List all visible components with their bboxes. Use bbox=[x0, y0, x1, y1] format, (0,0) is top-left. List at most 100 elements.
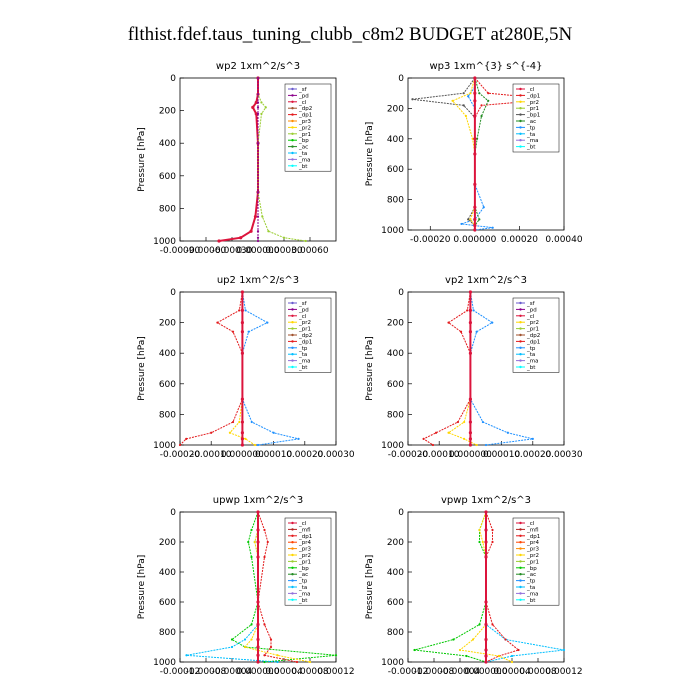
data-point-pd bbox=[256, 215, 260, 218]
data-point-tp bbox=[531, 437, 534, 440]
legend-label: _pr4 bbox=[298, 540, 312, 546]
data-point-dp1 bbox=[487, 92, 490, 95]
data-point-pd bbox=[256, 191, 260, 194]
legend-label: _ac bbox=[526, 119, 536, 125]
y-tick-label: 800 bbox=[159, 410, 176, 420]
legend-label: _bt bbox=[526, 365, 536, 371]
data-point-dp1 bbox=[491, 623, 494, 626]
legend-marker bbox=[519, 301, 522, 305]
data-point-cl bbox=[484, 600, 488, 604]
data-point-cl bbox=[473, 152, 477, 156]
x-tick-label: 0.000000 bbox=[237, 667, 280, 677]
data-point-cl bbox=[484, 540, 488, 544]
legend-marker bbox=[291, 560, 294, 563]
legend-marker bbox=[291, 87, 294, 91]
data-point-bp1 bbox=[467, 218, 470, 221]
legend: _sf_pd_cl_dp2_dp1_pr3_pr2_pr1_bp_ac_ta_m… bbox=[284, 83, 332, 172]
data-point-cl bbox=[468, 321, 472, 325]
legend-marker bbox=[519, 359, 522, 362]
data-point-dp1 bbox=[266, 540, 269, 544]
chart-panel-1: wp2 1xm^2/s^3 Pressure [hPa] 0 200 400 600 800… bbox=[137, 61, 337, 256]
series-line-cl bbox=[218, 78, 259, 242]
data-point-cl bbox=[251, 105, 255, 109]
x-tick-label: -0.00012 bbox=[388, 667, 428, 677]
data-point-pd bbox=[256, 239, 260, 243]
y-axis-label: Pressure [hPa] bbox=[137, 127, 147, 192]
data-point-pr1 bbox=[260, 112, 263, 115]
legend-label: _ta bbox=[298, 585, 307, 591]
x-tick-label: 0.00020 bbox=[286, 450, 323, 460]
data-point-dp1 bbox=[231, 420, 235, 424]
legend-label: _ma bbox=[298, 157, 310, 163]
legend-marker bbox=[291, 547, 294, 550]
data-point-tp bbox=[297, 437, 300, 440]
legend-marker bbox=[291, 346, 294, 349]
legend-label: _bp1 bbox=[526, 113, 540, 119]
data-point-pr2 bbox=[451, 99, 454, 102]
y-tick-label: 600 bbox=[387, 598, 404, 608]
data-point-cl bbox=[256, 540, 260, 544]
data-point-pr2 bbox=[447, 431, 450, 434]
y-axis-label: Pressure [hPa] bbox=[365, 336, 375, 401]
data-point-cl bbox=[468, 443, 472, 447]
data-point-cl bbox=[256, 645, 260, 649]
data-point-cl bbox=[256, 622, 260, 627]
legend-marker bbox=[291, 534, 294, 537]
legend-marker bbox=[519, 132, 522, 135]
x-tick-label: 0.00012 bbox=[545, 667, 582, 677]
legend-marker bbox=[291, 566, 294, 569]
data-point-dp1 bbox=[238, 309, 241, 312]
y-tick-label: 600 bbox=[387, 165, 404, 175]
y-tick-label: 1000 bbox=[381, 658, 404, 668]
legend-marker bbox=[291, 598, 294, 601]
legend-label: _ma bbox=[298, 591, 310, 597]
legend-marker bbox=[291, 359, 294, 362]
data-point-cl bbox=[484, 528, 488, 532]
legend-label: _pr1 bbox=[526, 106, 539, 112]
legend-label: _pd bbox=[526, 307, 537, 313]
data-point-cl bbox=[484, 622, 488, 627]
legend-marker bbox=[519, 126, 522, 129]
series-line-bp1 bbox=[412, 77, 476, 230]
series-line-bp bbox=[231, 511, 337, 663]
data-point-ta bbox=[276, 660, 279, 664]
chart-panel-5: upwp 1xm^2/s^3 Pressure [hPa] 0 200 400 600 80… bbox=[137, 495, 355, 677]
legend-label: _bt bbox=[298, 164, 308, 170]
data-point-tp bbox=[244, 309, 247, 312]
x-tick-label: 0.00010 bbox=[255, 450, 292, 460]
data-point-dp1 bbox=[231, 330, 235, 333]
legend-label: _pr1 bbox=[526, 559, 539, 565]
data-point-pr1 bbox=[282, 236, 286, 239]
data-point-tp bbox=[256, 443, 260, 447]
data-point-cl bbox=[240, 397, 244, 401]
y-tick-label: 800 bbox=[387, 196, 404, 206]
legend-label: _ma bbox=[298, 359, 310, 365]
data-point-cl bbox=[240, 321, 244, 325]
legend-label: _ma bbox=[526, 359, 538, 365]
legend-label: _dp1 bbox=[298, 339, 312, 345]
x-tick-label: -0.00008 bbox=[186, 667, 227, 677]
legend-label: _pr2 bbox=[526, 100, 539, 106]
legend-label: _bt bbox=[526, 598, 536, 604]
legend-marker bbox=[519, 585, 522, 589]
legend-label: _pr1 bbox=[298, 559, 311, 565]
data-point-pr2 bbox=[228, 431, 232, 434]
data-point-bp bbox=[413, 648, 416, 652]
legend-label: _ta bbox=[298, 151, 307, 157]
x-tick-label: -0.00008 bbox=[414, 667, 455, 677]
y-tick-label: 200 bbox=[387, 538, 404, 548]
data-point-cl bbox=[484, 660, 488, 664]
data-point-cl bbox=[473, 76, 477, 80]
series-line-pr2 bbox=[451, 77, 476, 230]
x-tick-label: 0.00030 bbox=[317, 450, 354, 460]
panel-title: up2 1xm^2/s^3 bbox=[217, 275, 299, 286]
data-point-dp1 bbox=[459, 330, 463, 333]
data-point-ta bbox=[562, 648, 566, 652]
y-tick-label: 400 bbox=[159, 139, 176, 149]
legend-label: _dp1 bbox=[526, 93, 540, 99]
data-point-dp1 bbox=[491, 528, 494, 532]
legend-label: _ma bbox=[526, 591, 538, 597]
x-tick-label: -0.00060 bbox=[186, 246, 227, 256]
y-axis-label: Pressure [hPa] bbox=[137, 555, 147, 620]
legend-marker bbox=[519, 346, 522, 349]
